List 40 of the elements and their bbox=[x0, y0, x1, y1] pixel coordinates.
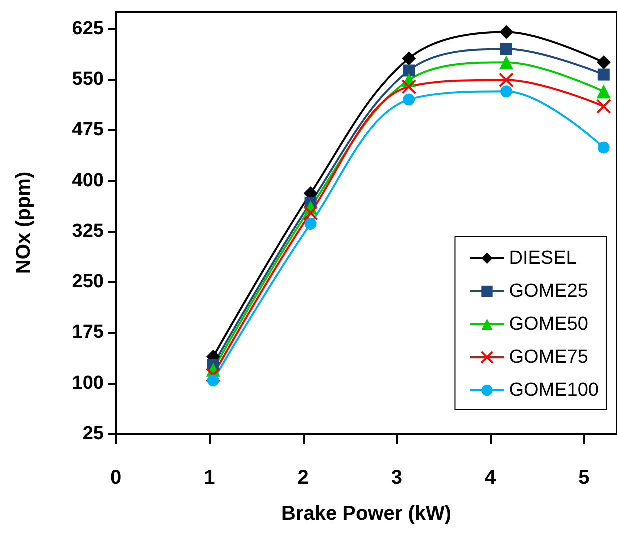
point bbox=[499, 72, 514, 88]
point bbox=[500, 25, 514, 40]
point bbox=[598, 68, 610, 81]
y-tick-label: 25 bbox=[82, 424, 104, 444]
y-tick-label: 400 bbox=[72, 170, 104, 192]
point bbox=[402, 52, 416, 66]
y-tick-label: 250 bbox=[72, 272, 104, 293]
y-tick-label: 175 bbox=[72, 322, 104, 344]
x-tick-label: 3 bbox=[391, 467, 402, 489]
point bbox=[596, 99, 612, 114]
point bbox=[500, 43, 512, 56]
point bbox=[598, 142, 610, 154]
point bbox=[206, 368, 221, 383]
x-tick-label: 2 bbox=[298, 467, 309, 489]
x-axis-title: Brake Power (kW) bbox=[281, 503, 452, 525]
point bbox=[403, 64, 416, 77]
point bbox=[303, 206, 318, 221]
point bbox=[596, 84, 611, 99]
y-tick-label: 325 bbox=[72, 220, 104, 242]
y-tick-label: 550 bbox=[72, 69, 104, 90]
point bbox=[403, 94, 416, 106]
x-tick-label: 1 bbox=[204, 467, 216, 489]
y-tick-label: 625 bbox=[72, 18, 104, 40]
x-tick-label: 5 bbox=[578, 467, 590, 489]
point bbox=[596, 56, 611, 70]
legend-label: DIESEL bbox=[509, 248, 577, 269]
legend-label: GOME75 bbox=[509, 347, 588, 368]
legend-label: GOME50 bbox=[509, 314, 588, 335]
point bbox=[500, 86, 512, 98]
point bbox=[207, 374, 220, 387]
x-tick-label: 4 bbox=[485, 467, 498, 489]
y-tick-label: 475 bbox=[72, 120, 104, 141]
y-tick-label: 100 bbox=[72, 372, 104, 394]
point bbox=[500, 56, 514, 70]
point bbox=[304, 218, 317, 230]
legend-label: GOME100 bbox=[509, 380, 600, 401]
point bbox=[402, 79, 417, 94]
x-tick-label: 0 bbox=[110, 467, 122, 489]
legend-label: GOME25 bbox=[509, 281, 588, 302]
y-axis-title: NOx (ppm) bbox=[13, 172, 35, 274]
